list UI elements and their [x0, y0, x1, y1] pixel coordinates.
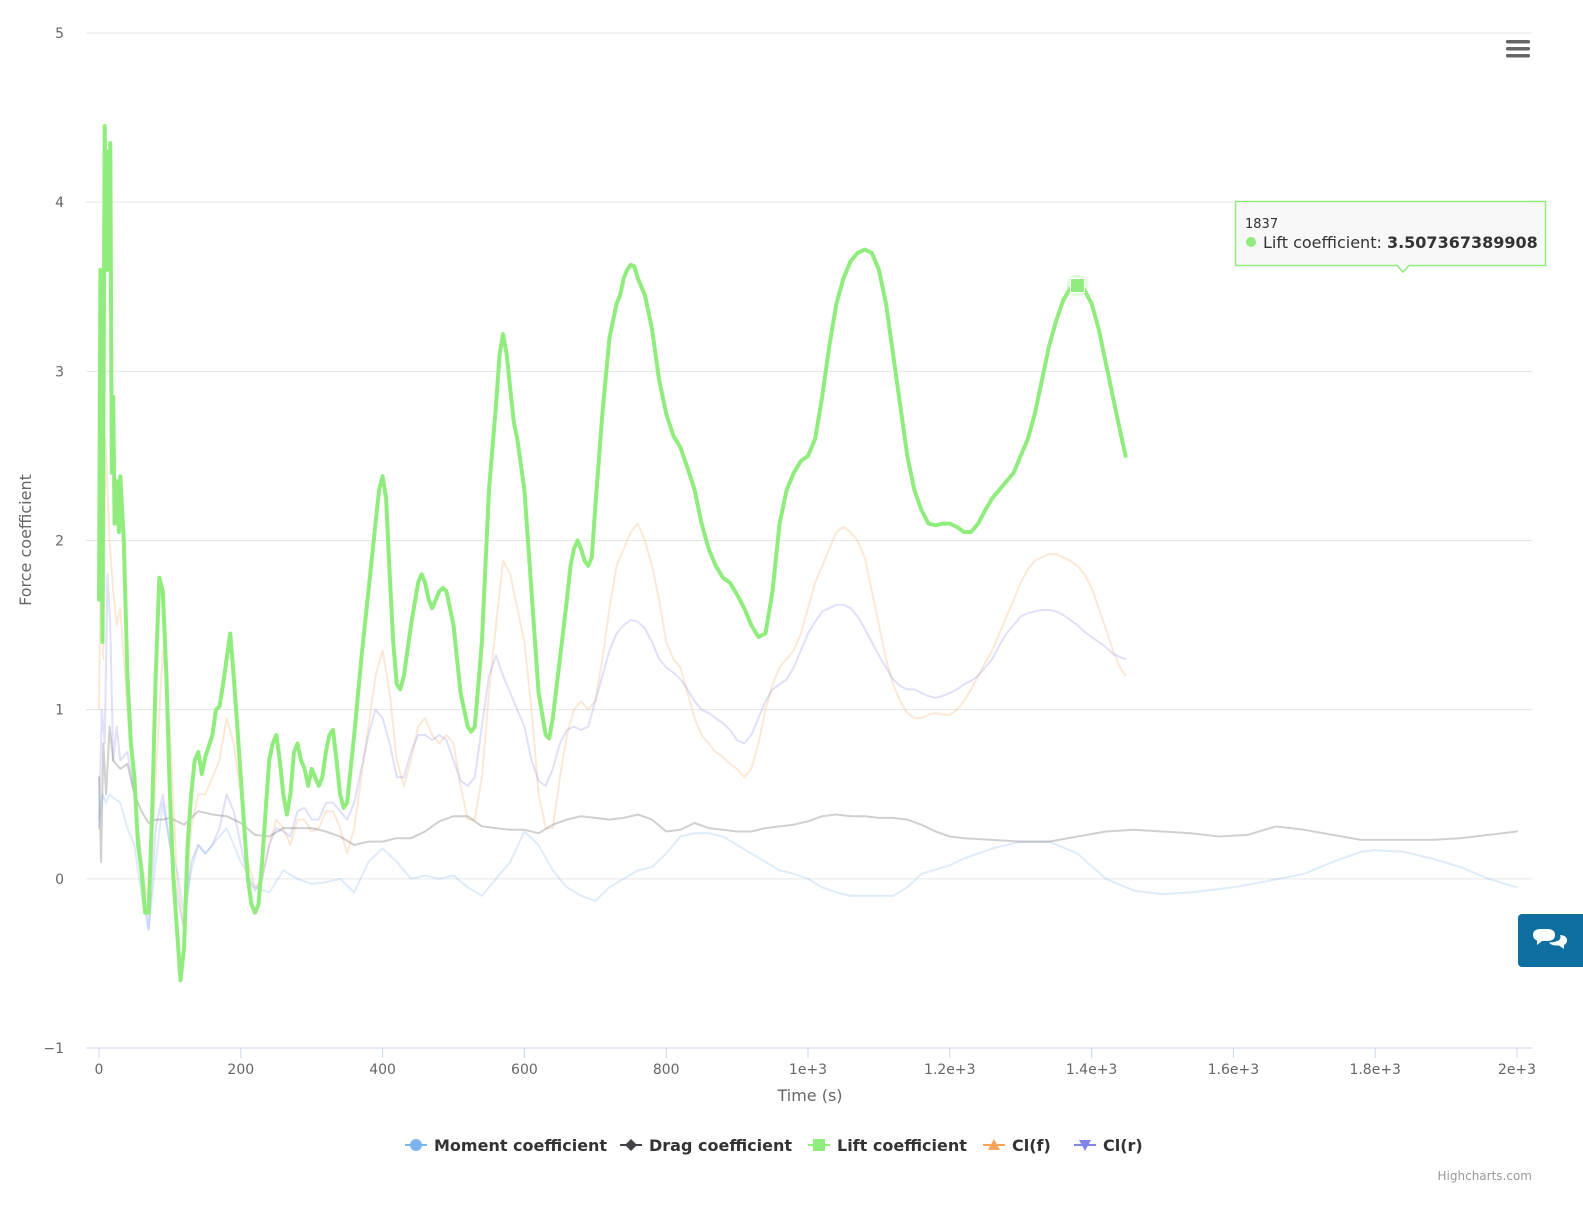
legend-marker-triangle-down-icon [1079, 1140, 1091, 1151]
legend-label: Cl(f) [1012, 1136, 1051, 1155]
legend-item-moment-coefficient[interactable]: Moment coefficient [405, 1136, 607, 1155]
y-axis-title: Force coefficient [16, 474, 35, 606]
legend: Moment coefficient Drag coefficient Lift c… [405, 1136, 1143, 1155]
x-tick-label: 2e+3 [1498, 1062, 1536, 1078]
highcharts-credit[interactable]: Highcharts.com [1438, 1169, 1532, 1183]
grid-lines [86, 32, 1532, 1049]
tooltip-box [1234, 200, 1547, 274]
tooltip-header: 1837 [1245, 217, 1278, 232]
x-tick-label: 1.8e+3 [1349, 1062, 1401, 1078]
series-line-cl-f[interactable] [98, 438, 1127, 931]
x-axis-title: Time (s) [776, 1086, 842, 1105]
chat-bubbles-icon [1533, 929, 1567, 949]
y-tick-label: 2 [55, 534, 64, 550]
x-tick-label: 1e+3 [789, 1062, 827, 1078]
tooltip-value: 3.507367389908 [1387, 233, 1538, 252]
tooltip-label: Lift coefficient: [1263, 233, 1387, 252]
legend-marker-circle-icon [410, 1139, 422, 1151]
legend-marker-square-icon [813, 1139, 825, 1151]
legend-label: Drag coefficient [649, 1136, 792, 1155]
hamburger-menu-icon[interactable] [1506, 40, 1530, 58]
chat-widget-button[interactable] [1518, 914, 1583, 967]
x-tick-label: 200 [227, 1062, 254, 1078]
series-layer [97, 124, 1518, 983]
y-tick-label: −1 [43, 1041, 64, 1057]
legend-item-lift-coefficient[interactable]: Lift coefficient [808, 1136, 967, 1155]
x-tick-label: 800 [653, 1062, 680, 1078]
x-tick-label: 1.4e+3 [1066, 1062, 1118, 1078]
x-axis: 0 200 400 600 800 1e+3 1.2e+3 1.4e+3 1.6e+3 1.8e+… [95, 1048, 1536, 1078]
y-tick-label: 5 [55, 26, 64, 42]
legend-label: Moment coefficient [434, 1136, 607, 1155]
tooltip: 1837 Lift coefficient: 3.507367389908 [1234, 200, 1547, 274]
series-line-moment-coefficient[interactable] [98, 793, 1518, 931]
legend-item-cl-f[interactable]: Cl(f) [983, 1136, 1051, 1155]
legend-marker-diamond-icon [625, 1139, 637, 1151]
y-tick-label: 3 [55, 364, 64, 380]
x-tick-label: 0 [95, 1062, 104, 1078]
x-tick-label: 400 [369, 1062, 396, 1078]
tooltip-series-dot [1246, 237, 1256, 247]
hover-point-marker [1066, 274, 1089, 297]
legend-item-cl-r[interactable]: Cl(r) [1074, 1136, 1143, 1155]
hover-point [1069, 278, 1085, 294]
y-tick-label: 0 [55, 872, 64, 888]
legend-label: Cl(r) [1103, 1136, 1143, 1155]
y-axis: 5 4 3 2 1 0 −1 [43, 26, 64, 1057]
legend-label: Lift coefficient [837, 1136, 967, 1155]
tooltip-line: Lift coefficient: 3.507367389908 [1263, 233, 1538, 252]
x-tick-label: 1.6e+3 [1208, 1062, 1260, 1078]
series-line-drag-coefficient[interactable] [98, 725, 1518, 863]
series-line-lift-coefficient[interactable] [97, 124, 1128, 983]
legend-marker-triangle-icon [988, 1139, 1000, 1150]
legend-item-drag-coefficient[interactable]: Drag coefficient [620, 1136, 792, 1155]
x-tick-label: 1.2e+3 [924, 1062, 976, 1078]
y-tick-label: 1 [55, 703, 64, 719]
x-tick-label: 600 [511, 1062, 538, 1078]
y-tick-label: 4 [55, 195, 64, 211]
